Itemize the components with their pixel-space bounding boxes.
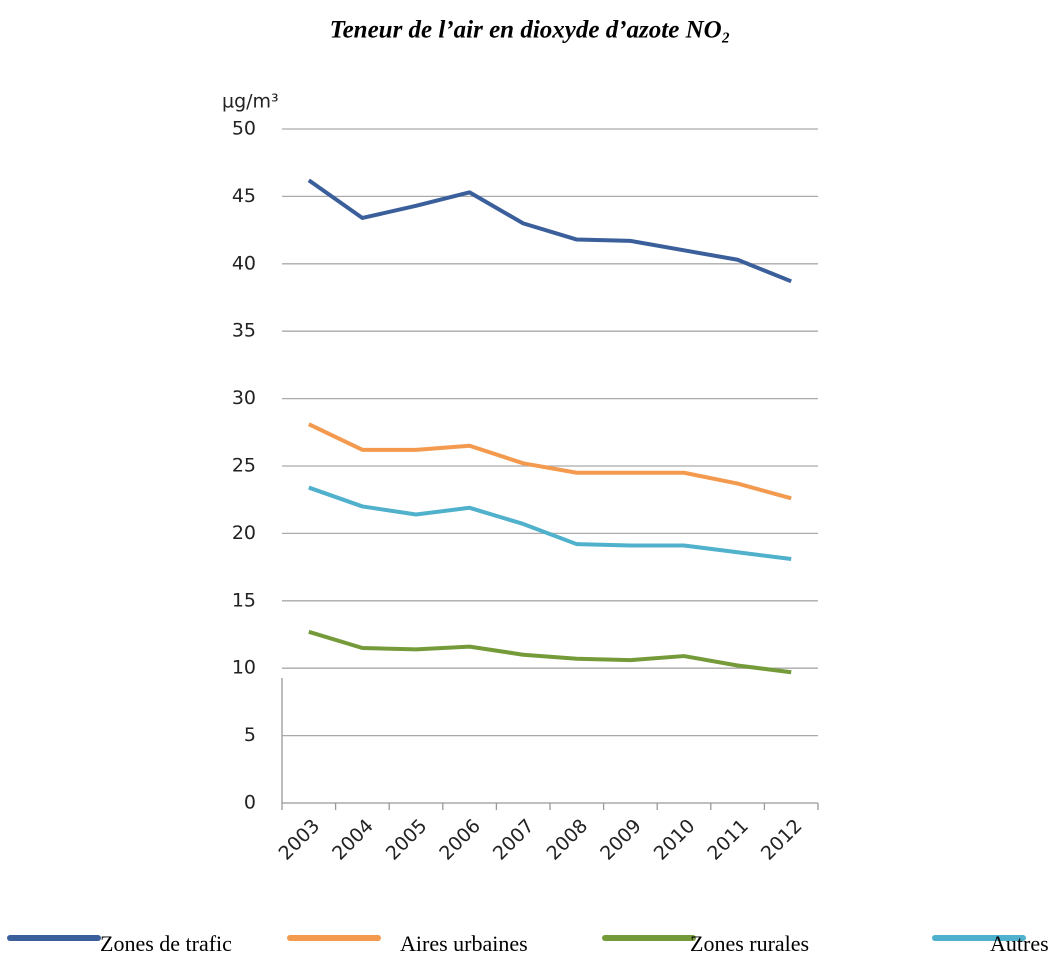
series-line — [308, 629, 792, 675]
y-tick-label: 35 — [232, 320, 256, 342]
chart-title: Teneur de l’air en dioxyde d’azote NO₂ — [330, 17, 731, 44]
x-tick-label: 2012 — [757, 815, 807, 865]
x-tick-label: 2009 — [596, 815, 646, 865]
series-line — [307, 422, 792, 501]
legend-label: Aires urbaines — [400, 931, 528, 956]
x-tick-label: 2007 — [489, 815, 539, 865]
x-tick-label: 2010 — [650, 815, 700, 865]
y-tick-label: 20 — [232, 522, 256, 544]
y-tick-label: 25 — [232, 455, 256, 477]
y-tick-label: 5 — [244, 724, 256, 746]
x-tick-label: 2003 — [274, 815, 324, 865]
x-tick-label: 2005 — [382, 815, 432, 865]
y-tick-label: 50 — [232, 118, 256, 140]
y-tick-label: 45 — [232, 185, 256, 207]
y-tick-label: 15 — [232, 589, 256, 611]
legend-label: Autres — [990, 931, 1049, 956]
y-tick-label: 40 — [232, 252, 256, 274]
y-tick-label: 0 — [244, 792, 256, 814]
series-line — [307, 178, 792, 284]
series-line — [308, 485, 792, 561]
x-tick-label: 2008 — [542, 815, 592, 865]
x-tick-label: 2011 — [703, 815, 753, 865]
y-tick-label: 30 — [232, 387, 256, 409]
legend-label: Zones de trafic — [100, 931, 232, 956]
x-tick-label: 2006 — [435, 815, 485, 865]
legend-label: Zones rurales — [690, 931, 809, 956]
x-tick-label: 2004 — [328, 815, 378, 865]
y-axis-label: µg/m³ — [222, 91, 279, 113]
y-tick-label: 10 — [232, 657, 256, 679]
